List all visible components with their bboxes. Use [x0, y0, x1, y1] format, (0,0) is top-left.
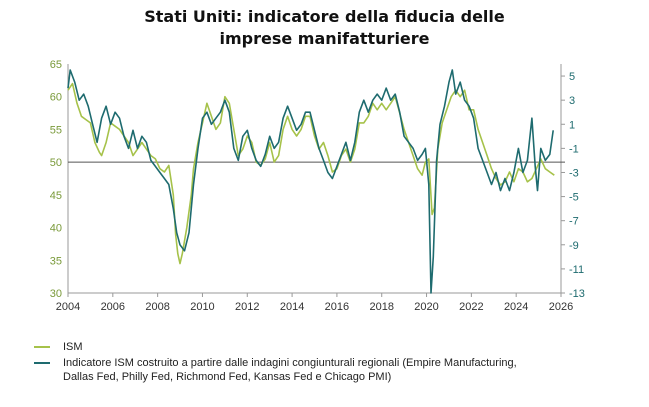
y-right-tick-label: -7: [569, 216, 579, 228]
legend-label-regional: Indicatore ISM costruito a partire dalle…: [63, 356, 543, 384]
series-line-regional: [68, 70, 553, 293]
x-tick-label: 2010: [190, 301, 214, 313]
x-tick-label: 2012: [235, 301, 259, 313]
y-right-tick-label: 1: [569, 119, 575, 131]
legend-swatch-regional: [34, 362, 50, 364]
y-right-tick-label: -9: [569, 240, 579, 252]
x-tick-label: 2018: [369, 301, 393, 313]
x-tick-label: 2006: [101, 301, 125, 313]
y-right-tick-label: 5: [569, 71, 575, 83]
y-right-tick-label: -1: [569, 143, 579, 155]
x-tick-label: 2026: [549, 301, 573, 313]
x-tick-label: 2008: [145, 301, 169, 313]
x-tick-label: 2004: [56, 301, 80, 313]
y-left-tick-label: 50: [50, 157, 62, 169]
y-left-tick-label: 30: [50, 288, 62, 300]
x-tick-label: 2016: [325, 301, 349, 313]
x-tick-label: 2020: [414, 301, 438, 313]
y-right-tick-label: -3: [569, 167, 579, 179]
x-tick-label: 2014: [280, 301, 304, 313]
x-tick-label: 2022: [459, 301, 483, 313]
legend-label-ism: ISM: [63, 340, 83, 354]
y-right-tick-label: 3: [569, 95, 575, 107]
series-line-ism: [68, 84, 554, 264]
y-left-tick-label: 65: [50, 59, 62, 71]
x-tick-label: 2024: [504, 301, 528, 313]
y-left-tick-label: 40: [50, 223, 62, 235]
y-left-tick-label: 55: [50, 124, 62, 136]
y-left-tick-label: 60: [50, 92, 62, 104]
legend-swatch-ism: [34, 346, 50, 348]
y-right-tick-label: -11: [569, 264, 584, 276]
y-right-tick-label: -13: [569, 288, 585, 300]
y-left-tick-label: 35: [50, 255, 62, 267]
y-left-tick-label: 45: [50, 190, 62, 202]
y-right-tick-label: -5: [569, 192, 579, 204]
